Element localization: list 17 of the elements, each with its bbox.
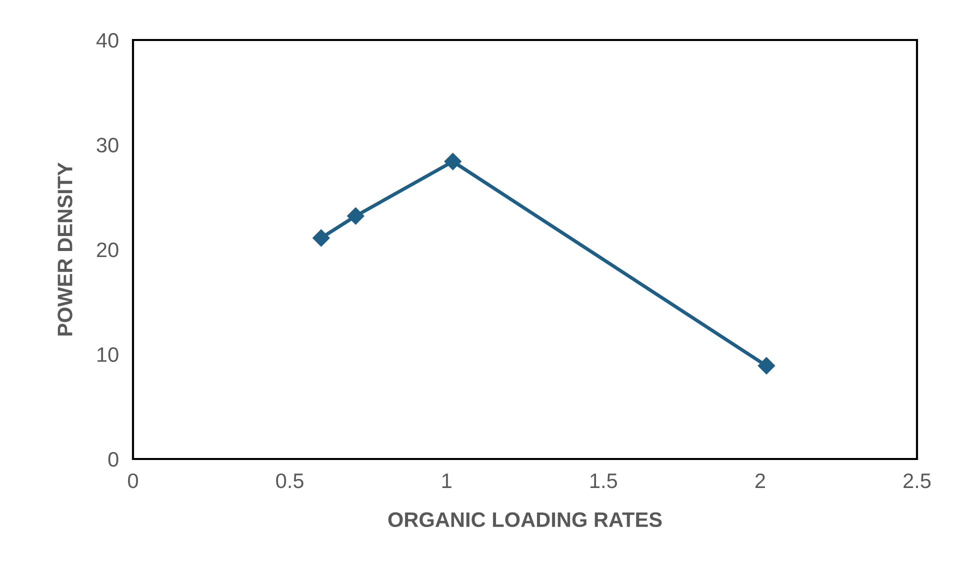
point [444, 152, 462, 170]
x-tick-label: 0.5 [276, 473, 304, 488]
x-tick-label: 2 [755, 473, 765, 488]
y-tick-label: 30 [96, 138, 118, 153]
point [312, 229, 330, 247]
y-tick-label: 0 [108, 452, 118, 467]
y-tick-label: 10 [98, 347, 118, 362]
x-tick-label: 2.5 [904, 473, 931, 488]
point [758, 357, 776, 374]
y-tick-label: 20 [96, 242, 118, 258]
x-tick-label: 0 [128, 473, 138, 488]
point [347, 207, 364, 225]
y-axis-title: POWER DENSITY [58, 162, 72, 336]
x-tick-label: 1 [442, 474, 452, 488]
x-tick-label: 1.5 [590, 474, 618, 488]
y-tick-label: 40 [96, 33, 118, 48]
x-axis-title: ORGANIC LOADING RATES [388, 512, 662, 528]
